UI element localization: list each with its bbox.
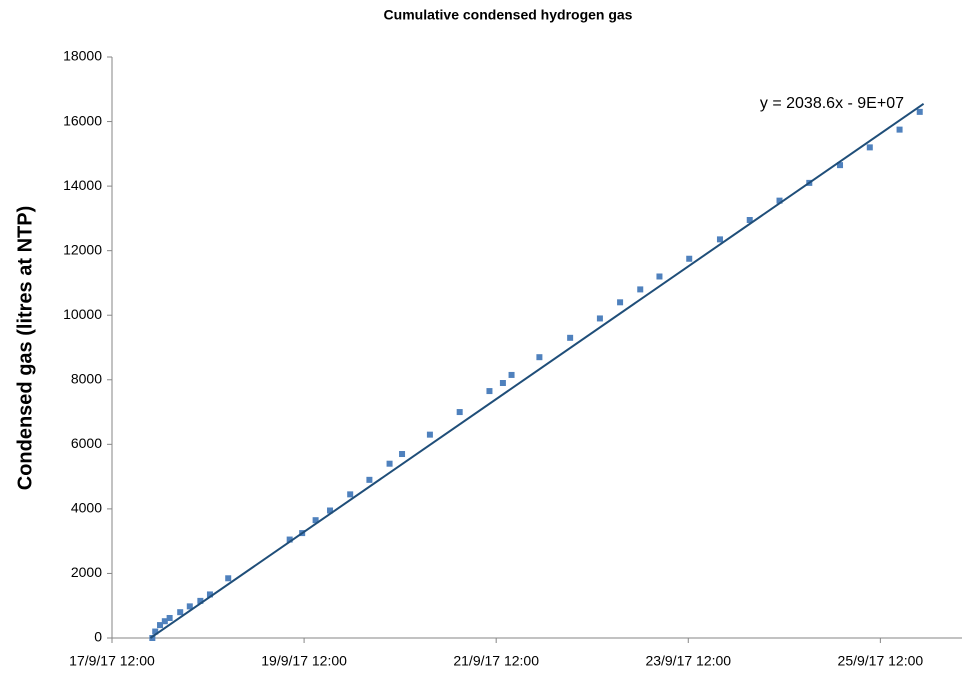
x-tick-label: 25/9/17 12:00 — [838, 653, 924, 669]
data-point — [166, 614, 173, 621]
data-point — [656, 273, 663, 280]
data-point — [157, 622, 164, 629]
trendline — [149, 102, 925, 639]
data-point — [366, 476, 373, 483]
data-point — [508, 371, 515, 378]
data-point — [596, 315, 603, 322]
data-point — [536, 354, 543, 361]
y-axis-label: Condensed gas (litres at NTP) — [14, 206, 36, 491]
data-point — [161, 618, 168, 625]
data-point — [399, 451, 406, 458]
y-tick-label: 4000 — [71, 500, 102, 516]
x-tick-label: 23/9/17 12:00 — [645, 653, 731, 669]
data-point — [386, 460, 393, 467]
y-tick-label: 12000 — [63, 241, 102, 257]
data-point — [617, 299, 624, 306]
data-point — [686, 255, 693, 262]
data-point — [866, 144, 873, 151]
x-tick-label: 19/9/17 12:00 — [261, 653, 347, 669]
x-tick-label: 21/9/17 12:00 — [453, 653, 539, 669]
y-tick-label: 6000 — [71, 435, 102, 451]
data-point — [197, 597, 204, 604]
data-point — [637, 286, 644, 293]
data-point — [206, 591, 213, 598]
data-point — [776, 197, 783, 204]
y-tick-label: 8000 — [71, 370, 102, 386]
y-tick-label: 10000 — [63, 306, 102, 322]
data-point — [149, 635, 156, 641]
data-point — [286, 536, 293, 543]
data-point — [746, 217, 753, 224]
data-point — [347, 491, 354, 498]
data-point — [177, 609, 184, 616]
data-point — [327, 507, 334, 514]
data-point — [186, 603, 193, 610]
data-point — [499, 380, 506, 387]
data-point — [152, 628, 159, 635]
data-point — [486, 388, 493, 395]
data-point — [716, 236, 723, 243]
x-tick-label: 17/9/17 12:00 — [69, 653, 155, 669]
y-tick-label: 0 — [94, 629, 102, 645]
data-point — [837, 162, 844, 169]
data-point — [896, 126, 903, 133]
data-point — [456, 409, 463, 416]
data-point — [567, 334, 574, 341]
y-tick-label: 2000 — [71, 564, 102, 580]
y-tick-label: 18000 — [63, 48, 102, 64]
chart-title: Cumulative condensed hydrogen gas — [384, 7, 633, 23]
y-tick-label: 16000 — [63, 112, 102, 128]
data-point — [312, 517, 319, 524]
y-tick-label: 14000 — [63, 177, 102, 193]
trendline-equation: y = 2038.6x - 9E+07 — [760, 95, 904, 112]
data-point — [426, 431, 433, 438]
data-point — [916, 108, 923, 115]
data-point — [225, 575, 232, 582]
